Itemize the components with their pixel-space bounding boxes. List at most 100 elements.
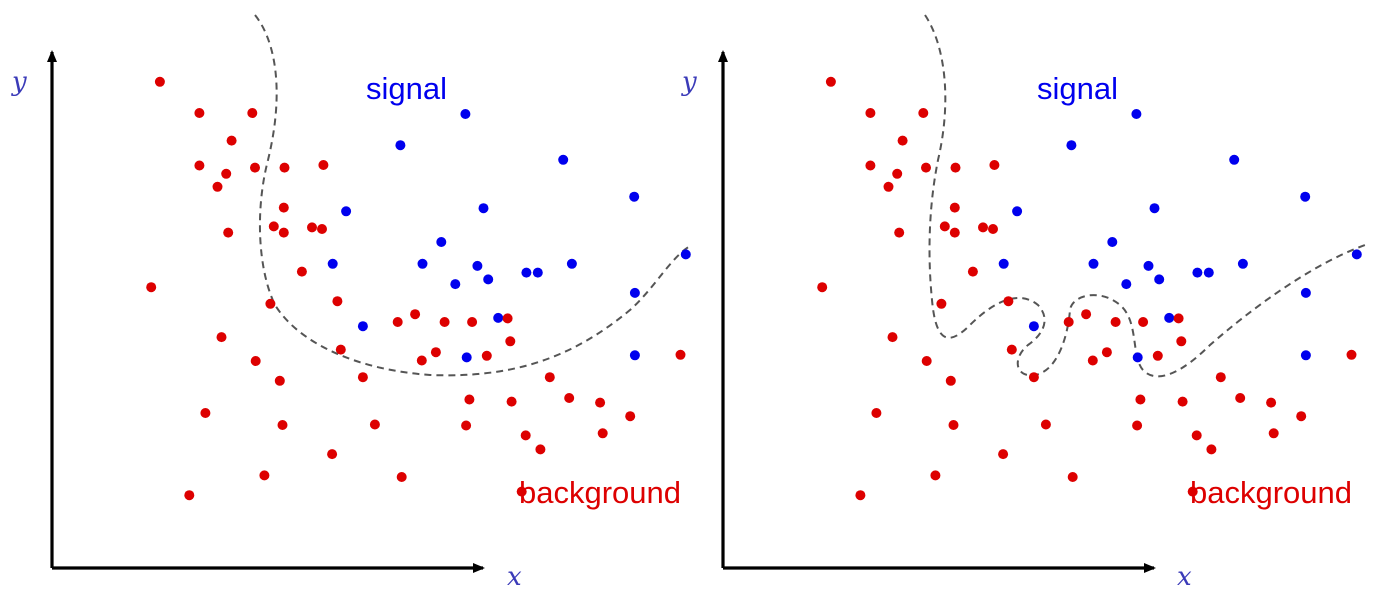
background-point	[1152, 350, 1163, 361]
background-point	[357, 372, 368, 383]
background-point	[1067, 472, 1078, 482]
background-point	[949, 202, 960, 213]
background-point	[1296, 411, 1307, 422]
signal-point	[1300, 350, 1311, 361]
background-point	[892, 168, 903, 179]
background-point	[265, 298, 276, 309]
signal-point	[1237, 258, 1248, 269]
background-point	[200, 408, 211, 418]
background-point	[212, 181, 223, 192]
signal-point	[998, 258, 1009, 269]
background-point	[1101, 347, 1112, 358]
background-point	[430, 347, 441, 358]
signal-point	[1300, 191, 1311, 202]
background-point	[989, 160, 1000, 170]
signal-point	[629, 287, 640, 298]
signal-point	[478, 203, 489, 214]
background-point	[921, 162, 931, 173]
background-point	[865, 160, 876, 171]
background-point	[894, 227, 905, 238]
background-point	[250, 356, 261, 366]
signal-label: signal	[366, 71, 447, 106]
background-point	[1235, 393, 1246, 403]
background-point	[535, 444, 546, 455]
background-point	[564, 393, 575, 403]
background-point	[184, 490, 195, 501]
background-point	[332, 296, 343, 307]
signal-point	[460, 109, 471, 119]
background-point	[327, 449, 338, 460]
background-point	[268, 221, 279, 232]
background-point	[396, 472, 407, 482]
background-point	[296, 266, 307, 277]
background-point	[930, 470, 941, 481]
background-point	[461, 420, 472, 431]
signal-point	[1107, 237, 1118, 247]
signal-point	[566, 258, 577, 269]
background-point	[1187, 486, 1198, 497]
background-point	[154, 76, 165, 87]
signal-point	[1192, 267, 1203, 278]
background-point	[250, 162, 260, 173]
signal-point	[1143, 260, 1154, 271]
signal-point	[1131, 109, 1142, 119]
background-point	[194, 160, 205, 171]
background-point	[978, 222, 988, 233]
background-point	[998, 449, 1009, 460]
signal-point	[472, 260, 483, 271]
signal-point	[483, 274, 494, 285]
background-point	[595, 397, 606, 408]
signal-point	[395, 140, 406, 151]
background-point	[247, 108, 258, 118]
background-point	[223, 227, 234, 238]
background-point	[1138, 317, 1149, 327]
signal-point	[558, 154, 569, 165]
signal-point	[521, 267, 532, 278]
signal-point	[1229, 154, 1240, 165]
background-point	[1006, 344, 1017, 355]
signal-point	[341, 206, 352, 217]
background-point	[544, 372, 555, 383]
signal-point	[1300, 287, 1311, 298]
background-point	[967, 266, 978, 277]
x-axis-label: x	[507, 562, 522, 592]
background-point	[392, 317, 403, 327]
background-point	[1003, 296, 1014, 307]
background-point	[1206, 444, 1217, 455]
background-point	[1081, 309, 1092, 320]
background-point	[1346, 349, 1357, 360]
signal-point	[1203, 267, 1214, 278]
signal-point	[493, 312, 504, 323]
background-point	[318, 160, 329, 170]
background-point	[988, 224, 998, 234]
background-label: background	[1190, 475, 1352, 510]
signal-point	[1149, 203, 1160, 214]
background-point	[278, 202, 289, 213]
scatter-panel-overfitted: y x signal background	[681, 14, 1366, 592]
signal-point	[1132, 352, 1143, 363]
background-point	[1063, 317, 1074, 327]
background-point	[871, 408, 882, 418]
background-point	[950, 162, 961, 173]
background-point	[918, 108, 929, 118]
signal-point	[532, 267, 543, 278]
background-point	[949, 227, 960, 238]
background-point	[855, 490, 866, 501]
background-point	[1215, 372, 1226, 383]
signal-point	[1351, 249, 1362, 260]
background-point	[1268, 428, 1279, 439]
background-point	[817, 282, 828, 293]
data-points	[817, 76, 1362, 501]
background-point	[369, 419, 380, 430]
background-point	[625, 411, 636, 422]
background-point	[277, 420, 288, 430]
background-point	[825, 76, 836, 87]
signal-point	[629, 191, 640, 202]
signal-point	[357, 321, 368, 332]
signal-point	[1088, 258, 1099, 269]
background-point	[945, 375, 956, 386]
background-point	[1132, 420, 1143, 431]
signal-point	[1028, 321, 1039, 332]
signal-point	[1121, 279, 1132, 290]
background-point	[1173, 313, 1184, 324]
